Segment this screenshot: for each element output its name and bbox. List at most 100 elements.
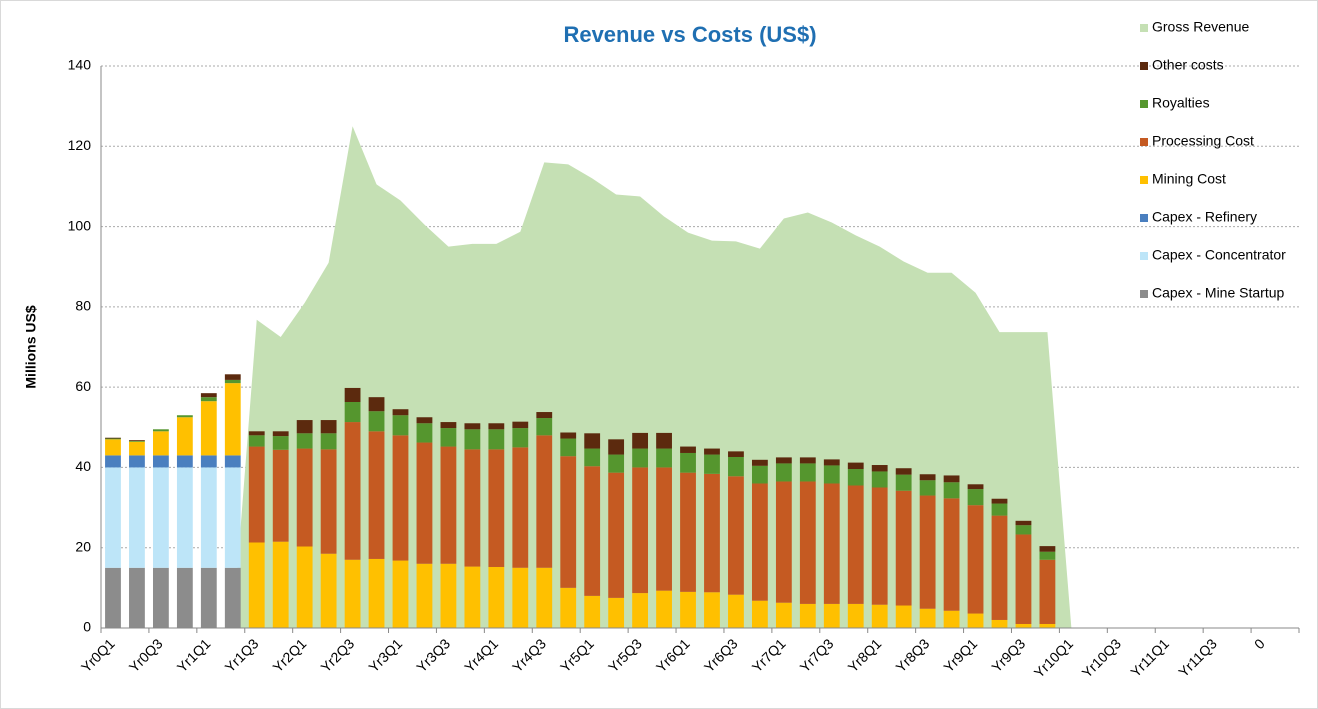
bar-segment [775, 602, 792, 628]
bar-segment [176, 567, 193, 628]
bar-segment [967, 484, 984, 490]
bar-segment [847, 469, 864, 486]
y-axis-label: Millions US$ [23, 305, 39, 388]
bar-segment [392, 435, 409, 561]
bar-segment [392, 415, 409, 436]
bar-segment [464, 566, 481, 628]
legend-swatch [1140, 62, 1148, 70]
bar-segment [847, 603, 864, 628]
bar-segment [799, 463, 816, 482]
bar-segment [272, 436, 289, 450]
bar-segment [823, 603, 840, 628]
bar-segment [344, 422, 361, 560]
bar-segment [895, 490, 912, 606]
legend-swatch [1140, 138, 1148, 146]
bar-segment [344, 559, 361, 628]
bar-segment [368, 431, 385, 559]
bar-segment [344, 387, 361, 402]
bar-segment [1039, 559, 1056, 624]
legend-label: Other costs [1152, 57, 1224, 73]
bar-segment [943, 498, 960, 611]
bar-segment [200, 455, 217, 468]
bar-segment [512, 428, 529, 448]
bar-segment [296, 546, 313, 628]
bar-segment [751, 465, 768, 484]
bar-segment [560, 432, 577, 439]
bar-segment [919, 495, 936, 609]
bar-segment [799, 457, 816, 464]
bar-segment [129, 440, 145, 441]
bar-segment [704, 454, 720, 474]
bar-segment [416, 417, 433, 424]
bar-segment [704, 473, 720, 593]
bar-segment [680, 452, 696, 473]
bar-segment [176, 455, 193, 468]
bar-segment [656, 432, 672, 449]
bar-segment [200, 401, 217, 456]
bar-segment [512, 421, 529, 429]
bar-segment [1039, 546, 1056, 552]
y-tick-label: 20 [75, 538, 91, 554]
legend-swatch [1140, 24, 1148, 32]
bar-segment [129, 467, 145, 568]
bar-segment [416, 423, 433, 443]
bar-segment [105, 567, 121, 628]
bar-segment [632, 432, 649, 449]
bar-segment [248, 446, 265, 543]
bar-segment [176, 417, 193, 456]
bar-segment [608, 472, 625, 598]
bar-segment [392, 560, 409, 628]
bar-segment [584, 466, 601, 596]
bar-segment [560, 438, 577, 457]
bar-segment [1015, 534, 1032, 624]
legend-swatch [1140, 252, 1148, 260]
bar-segment [823, 483, 840, 604]
y-tick-label: 80 [75, 298, 91, 314]
bar-segment [680, 472, 696, 592]
bar-segment [368, 558, 385, 628]
bar-segment [152, 431, 169, 456]
bar-segment [152, 567, 169, 628]
bar-segment [416, 563, 433, 628]
bar-segment [272, 449, 289, 542]
bar-segment [728, 476, 744, 595]
legend-swatch [1140, 100, 1148, 108]
bar-segment [272, 541, 289, 628]
bar-segment [728, 594, 744, 628]
legend-swatch [1140, 176, 1148, 184]
bar-segment [152, 467, 169, 568]
legend-label: Capex - Concentrator [1152, 247, 1286, 263]
bar-segment [536, 567, 553, 628]
bar-segment [464, 449, 481, 567]
bar-segment [200, 393, 217, 398]
bar-segment [728, 451, 744, 457]
bar-segment [871, 604, 888, 628]
bar-segment [416, 442, 433, 564]
bar-segment [560, 456, 577, 588]
bar-segment [823, 459, 840, 466]
bar-segment [680, 446, 696, 453]
bar-segment [608, 439, 625, 455]
legend-swatch [1140, 290, 1148, 298]
bar-segment [464, 423, 481, 430]
bar-segment [296, 433, 313, 449]
bar-segment [488, 429, 505, 450]
bar-segment [704, 448, 720, 455]
bar-segment [680, 591, 696, 628]
bar-segment [200, 397, 217, 402]
bar-segment [560, 587, 577, 628]
legend-label: Capex - Mine Startup [1152, 285, 1284, 301]
bar-segment [176, 415, 193, 418]
bar-segment [320, 553, 337, 628]
bar-segment [224, 567, 241, 628]
bar-segment [129, 567, 145, 628]
bar-segment [943, 475, 960, 483]
bar-segment [440, 563, 457, 628]
bar-segment [224, 379, 241, 384]
bar-segment [632, 467, 649, 594]
bar-segment [200, 567, 217, 628]
bar-segment [656, 448, 672, 468]
bar-segment [129, 440, 145, 442]
legend-label: Capex - Refinery [1152, 209, 1257, 225]
bar-segment [1015, 525, 1032, 535]
